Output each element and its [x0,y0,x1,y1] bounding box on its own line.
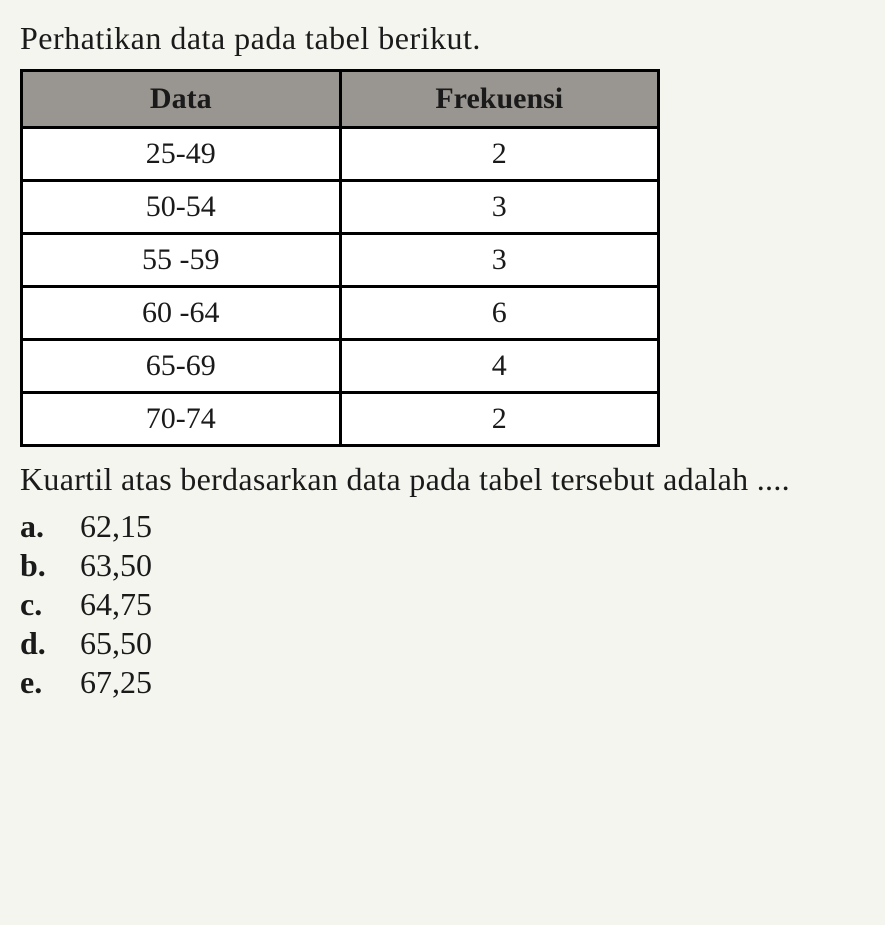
options-list: a. 62,15 b. 63,50 c. 64,75 d. 65,50 e. 6… [20,508,865,701]
option-value: 63,50 [70,547,152,584]
cell-freq: 3 [340,181,659,234]
frequency-table: Data Frekuensi 25-49 2 50-54 3 55 -59 3 … [20,69,660,447]
option-value: 62,15 [70,508,152,545]
option-label: e. [20,664,70,701]
option-value: 65,50 [70,625,152,662]
option-a: a. 62,15 [20,508,865,545]
table-row: 70-74 2 [22,393,659,446]
cell-freq: 2 [340,393,659,446]
option-value: 64,75 [70,586,152,623]
cell-freq: 2 [340,128,659,181]
cell-data: 70-74 [22,393,341,446]
option-c: c. 64,75 [20,586,865,623]
cell-freq: 3 [340,234,659,287]
table-header-row: Data Frekuensi [22,71,659,128]
cell-data: 65-69 [22,340,341,393]
table-row: 50-54 3 [22,181,659,234]
cell-data: 60 -64 [22,287,341,340]
option-b: b. 63,50 [20,547,865,584]
option-d: d. 65,50 [20,625,865,662]
question-intro: Perhatikan data pada tabel berikut. [20,20,865,57]
table-row: 65-69 4 [22,340,659,393]
question-text: Kuartil atas berdasarkan data pada tabel… [20,457,865,502]
col-header-frekuensi: Frekuensi [340,71,659,128]
cell-freq: 4 [340,340,659,393]
option-e: e. 67,25 [20,664,865,701]
table-row: 60 -64 6 [22,287,659,340]
option-label: c. [20,586,70,623]
option-label: b. [20,547,70,584]
option-label: d. [20,625,70,662]
col-header-data: Data [22,71,341,128]
cell-data: 25-49 [22,128,341,181]
cell-freq: 6 [340,287,659,340]
cell-data: 55 -59 [22,234,341,287]
option-label: a. [20,508,70,545]
table-row: 25-49 2 [22,128,659,181]
option-value: 67,25 [70,664,152,701]
cell-data: 50-54 [22,181,341,234]
table-row: 55 -59 3 [22,234,659,287]
